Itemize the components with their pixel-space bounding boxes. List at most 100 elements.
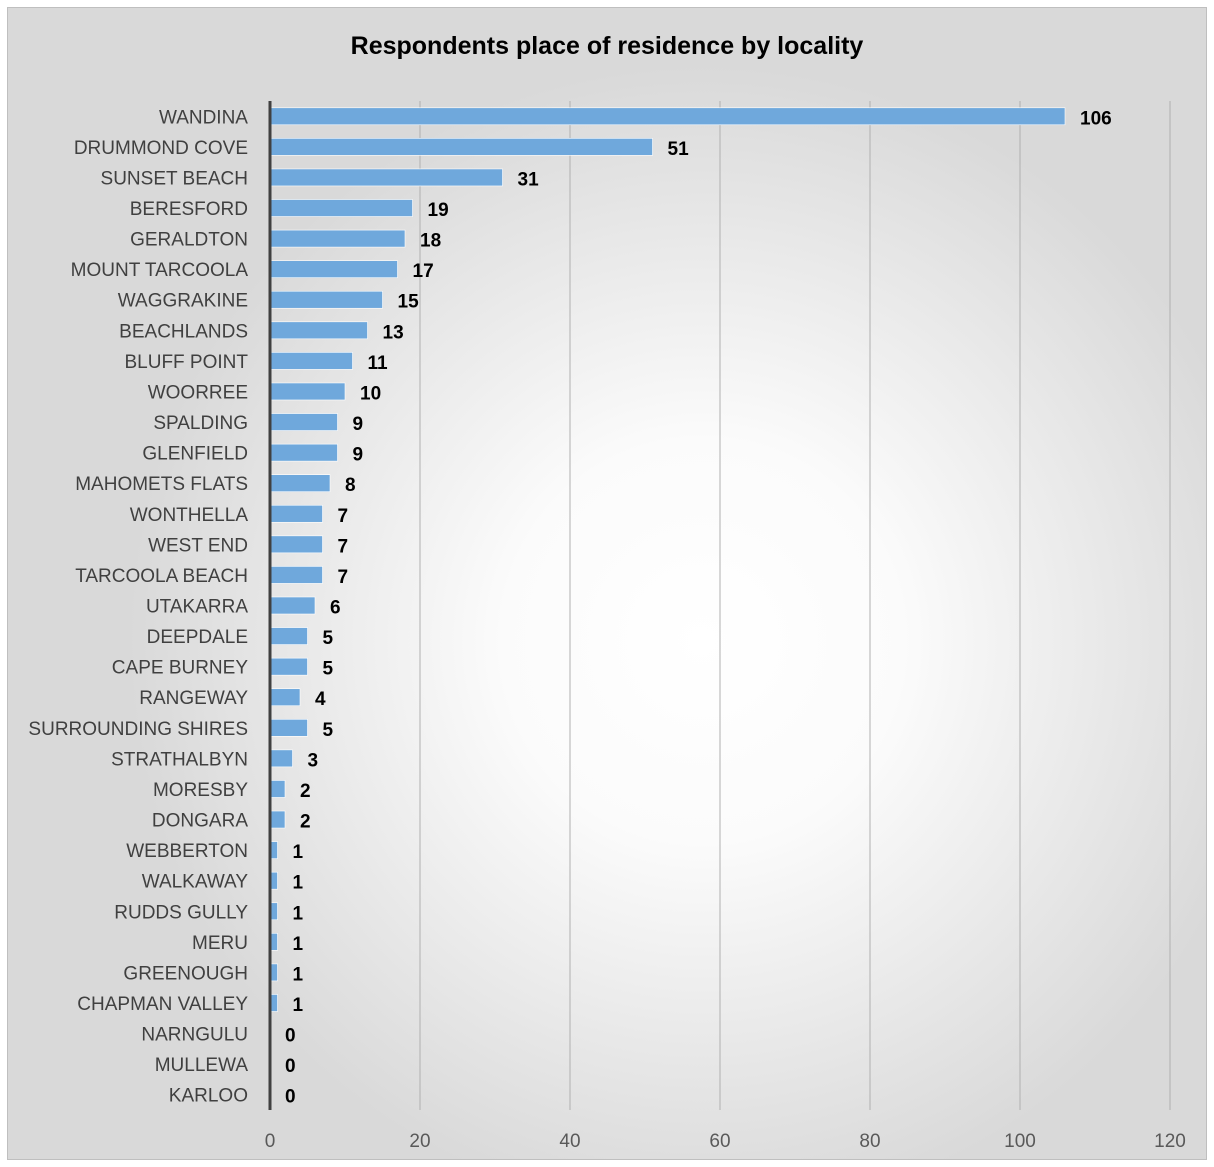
chart-area [7,7,1207,1160]
value-label: 2 [300,781,311,802]
bar [269,566,323,584]
value-label: 1 [293,964,304,985]
category-label: MORESBY [153,780,248,801]
bar [269,290,383,309]
value-label: 3 [308,750,319,771]
bar [269,474,331,492]
value-label: 6 [330,598,341,619]
value-label: 7 [338,567,349,588]
bar [269,321,368,340]
chart-title: Respondents place of residence by locali… [350,32,864,60]
value-label: 1 [293,873,304,894]
x-tick-labels: 0 20 40 60 80 100 120 [265,1131,1186,1152]
value-label: 9 [353,414,364,435]
value-label: 11 [368,353,389,374]
category-label: CHAPMAN VALLEY [77,994,248,1015]
bar [269,504,323,523]
value-label: 1 [293,995,304,1016]
value-label: 106 [1080,108,1112,129]
x-tick-label: 120 [1154,1131,1186,1152]
value-label: 7 [338,506,349,527]
bar [269,382,346,401]
category-label: BERESFORD [130,199,248,220]
gridlines [419,101,1171,1110]
value-label: 0 [285,1026,296,1047]
bar [269,199,413,217]
value-label: 8 [345,475,356,496]
x-tick-label: 0 [265,1131,276,1152]
bar [269,749,293,768]
bar [269,107,1066,126]
category-label: WOORREE [148,382,248,403]
category-label: RUDDS GULLY [114,902,248,923]
category-label: MAHOMETS FLATS [75,474,248,495]
bar [269,443,338,462]
value-label: 19 [428,200,449,221]
category-labels: WANDINA DRUMMOND COVE SUNSET BEACH BERESFOR… [28,107,248,1106]
bar [269,627,308,645]
category-label: CAPE BURNEY [112,658,249,679]
category-label: MULLEWA [155,1055,249,1076]
category-label: NARNGULU [141,1025,248,1046]
bar [269,413,338,431]
bar [269,596,316,615]
value-label: 5 [323,628,334,649]
x-tick-label: 80 [859,1131,880,1152]
value-label: 18 [420,231,441,252]
value-label: 31 [518,169,540,190]
value-label: 5 [323,659,334,680]
x-tick-label: 60 [709,1131,730,1152]
bar [269,535,323,554]
category-label: DONGARA [152,811,248,832]
category-label: MERU [192,933,248,954]
category-label: BEACHLANDS [119,321,248,342]
bar [269,229,406,248]
value-label: 10 [360,383,381,404]
value-label: 2 [300,812,311,833]
value-labels: 1065131191817151311109987776554532211111… [285,108,1112,1107]
bar [269,260,398,278]
category-label: GERALDTON [130,230,248,251]
category-label: GREENOUGH [123,963,248,984]
bars [269,107,1066,1012]
category-label: WAGGRAKINE [118,291,248,312]
category-label: WALKAWAY [142,872,249,893]
category-label: SPALDING [153,413,248,434]
value-label: 5 [323,720,334,741]
x-tick-label: 20 [409,1131,430,1152]
bar [269,688,301,707]
x-tick-label: 100 [1004,1131,1036,1152]
value-label: 0 [285,1056,296,1077]
value-label: 7 [338,536,349,557]
category-label: WEST END [148,535,248,556]
bar [269,719,308,737]
category-label: RANGEWAY [139,688,248,709]
bar [269,810,286,829]
value-label: 15 [398,292,420,313]
category-label: STRATHALBYN [111,749,248,770]
category-label: WANDINA [159,107,248,128]
bar [269,352,353,370]
category-label: UTAKARRA [146,597,248,618]
category-label: SUNSET BEACH [101,168,248,189]
category-label: WEBBERTON [126,841,248,862]
bar [269,780,286,798]
x-tick-label: 40 [559,1131,580,1152]
value-label: 4 [315,689,326,710]
category-label: SURROUNDING SHIRES [28,719,248,740]
category-label: GLENFIELD [142,444,248,465]
category-label: DEEPDALE [147,627,248,648]
value-label: 1 [293,903,304,924]
value-label: 1 [293,934,304,955]
category-label: MOUNT TARCOOLA [71,260,249,281]
bar [269,138,653,156]
value-label: 17 [413,261,434,282]
category-label: BLUFF POINT [124,352,248,373]
value-label: 1 [293,842,304,863]
bar [269,657,308,676]
value-label: 0 [285,1087,296,1108]
category-label: KARLOO [169,1086,248,1107]
value-label: 51 [668,139,690,160]
category-label: DRUMMOND COVE [74,138,248,159]
